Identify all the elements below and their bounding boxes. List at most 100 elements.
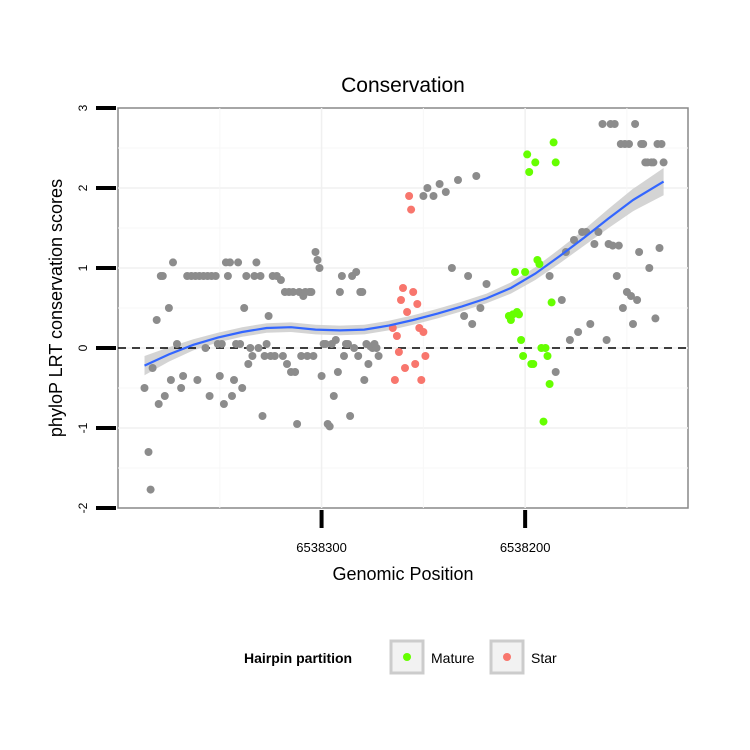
point-star [390,376,399,384]
point-other [258,412,267,420]
point-other [154,400,163,408]
point-other [177,384,186,392]
point-star [394,348,403,356]
point-other [226,258,234,267]
point-other [262,340,271,348]
point-other [166,376,175,384]
y-tick-label: 3 [76,104,90,111]
point-mature [545,380,554,388]
legend: Hairpin partition Mature Star [244,639,557,675]
point-star [405,192,414,200]
y-axis-title: phyloP LRT conservation scores [46,179,66,437]
y-axis: -2 -1 0 1 2 3 [76,104,116,513]
point-other [140,384,149,392]
point-other [152,316,161,324]
point-other [321,340,330,348]
point-other [205,392,214,400]
point-other [146,485,155,494]
point-mature [511,268,519,276]
point-other [317,372,326,380]
point-other [297,352,306,360]
point-mature [539,417,548,426]
chart-title: Conservation [341,74,465,97]
point-other [270,352,279,360]
point-other [435,180,444,188]
legend-mature-label: Mature [431,650,475,666]
point-other [639,140,648,148]
point-mature [551,158,560,167]
point-other [659,158,668,167]
point-other [329,392,338,400]
point-other [565,336,574,344]
point-other [460,312,469,320]
point-star [409,288,418,296]
point-other [551,368,560,376]
point-other [230,376,238,384]
point-other [289,288,298,296]
point-other [482,280,491,288]
point-other [635,248,644,256]
data-points [140,120,668,494]
point-mature [547,298,556,307]
point-other [201,344,210,352]
point-other [193,376,202,384]
point-star [421,352,430,360]
point-other [252,258,261,267]
legend-title: Hairpin partition [244,650,352,666]
point-other [254,344,263,352]
legend-star-marker [503,653,511,661]
point-mature [515,310,523,319]
point-other [331,336,340,344]
point-other [309,352,318,360]
point-mature [531,158,540,167]
point-other [629,320,637,328]
point-other [618,304,627,312]
point-other [372,344,381,352]
point-other [586,320,595,328]
point-other [655,244,664,252]
point-other [464,272,473,280]
point-other [217,340,226,348]
smooth-curve [144,180,665,367]
point-other [335,288,344,296]
point-other [364,360,373,368]
point-other [625,140,633,148]
point-other [649,158,658,167]
point-other [350,344,359,352]
point-other [454,176,462,184]
point-other [631,120,640,128]
point-mature [523,150,532,159]
point-other [169,258,177,267]
confidence-band-area [144,168,664,376]
point-other [360,376,369,384]
point-other [244,360,253,368]
point-other [303,352,312,360]
point-other [610,120,619,128]
point-other [148,364,157,372]
point-other [419,192,428,200]
point-other [276,276,285,284]
confidence-band [144,168,664,376]
point-other [260,352,269,360]
point-other [283,360,291,368]
point-mature [521,268,530,276]
point-other [278,352,287,360]
point-star [419,328,428,336]
y-tick-label: 2 [76,184,90,191]
smooth-line [144,180,665,367]
point-other [256,272,265,280]
point-other [627,292,635,300]
point-other [248,352,257,360]
point-other [219,400,228,408]
point-other [311,248,320,256]
point-other [472,172,481,180]
point-star [413,300,422,308]
legend-key-mature: Mature [389,639,475,675]
point-mature [519,352,528,360]
point-star [397,296,405,304]
point-star [401,364,409,372]
point-other [468,320,477,328]
point-other [228,392,236,400]
point-mature [517,336,526,344]
point-other [602,336,611,344]
